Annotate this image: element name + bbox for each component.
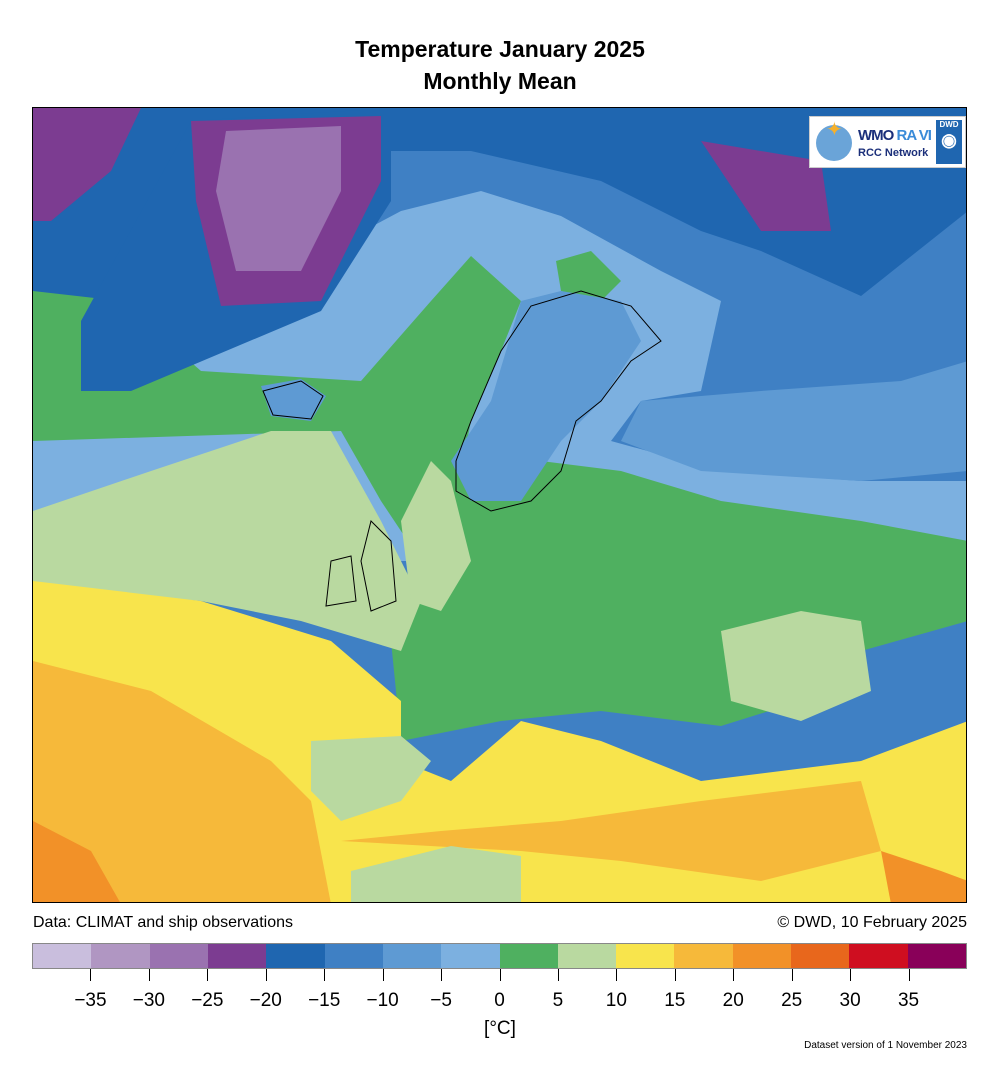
data-source: Data: CLIMAT and ship observations	[33, 914, 293, 931]
legend-swatch	[616, 944, 675, 968]
legend-tick	[324, 969, 326, 981]
region-atlantic-light-green	[33, 431, 421, 651]
legend-tick-label: 20	[722, 990, 744, 1011]
legend-tick	[148, 969, 150, 981]
legend-tick-label: 0	[494, 990, 505, 1011]
region-north-africa-light-green	[351, 846, 521, 902]
legend-tick-label: 5	[552, 990, 564, 1011]
legend-tick-label: −30	[132, 990, 165, 1011]
logo-network: RCC Network	[858, 147, 929, 159]
legend-tick	[850, 969, 852, 981]
unit-label: [°C]	[484, 1018, 516, 1039]
dwd-spiral-icon: ◉	[941, 130, 957, 150]
legend-swatch	[674, 944, 733, 968]
legend-swatch	[557, 944, 617, 968]
region-canada-purple	[33, 108, 141, 221]
map-layers	[33, 108, 966, 902]
legend-tick	[908, 969, 910, 981]
region-mediterranean-orange	[341, 781, 881, 881]
dataset-version: Dataset version of 1 November 2023	[804, 1040, 967, 1051]
region-iberia-light-green	[311, 736, 431, 821]
legend-swatch	[207, 944, 267, 968]
legend-tick-label: 35	[897, 990, 920, 1011]
legend-tick	[557, 969, 559, 981]
legend-swatch	[907, 944, 966, 968]
legend-tick-label: −25	[191, 990, 224, 1011]
wmo-rcc-logo: ✦ WMO RA VI RCC Network DWD ◉	[809, 116, 966, 168]
legend-tick-label: −15	[308, 990, 341, 1011]
legend-tick	[90, 969, 92, 981]
legend-tick	[207, 969, 209, 981]
legend-tick	[616, 969, 618, 981]
temperature-map: ✦ WMO RA VI RCC Network DWD ◉	[32, 107, 967, 903]
legend-tick	[499, 969, 501, 981]
region-balkans-light-green	[721, 611, 871, 721]
legend-tick-label: 25	[781, 990, 803, 1011]
legend-swatch	[382, 944, 442, 968]
legend-swatch	[849, 944, 908, 968]
legend-tick	[441, 969, 443, 981]
title-line2: Monthly Mean	[423, 68, 577, 94]
star-icon: ✦	[826, 119, 843, 141]
legend-tick	[733, 969, 735, 981]
legend-tick-label: 15	[664, 990, 686, 1011]
legend-tick-label: −5	[430, 990, 452, 1011]
coastlines	[262, 290, 662, 612]
region-deep-orange	[33, 821, 120, 902]
wmo-emblem-icon	[816, 125, 852, 161]
region-iceland-blue	[261, 379, 326, 421]
legend-swatch	[149, 944, 208, 968]
legend-tick-label: 10	[605, 990, 627, 1011]
region-atlantic-orange	[33, 661, 331, 902]
legend-swatch	[441, 944, 500, 968]
region-russia-blue	[621, 361, 966, 481]
legend-tick	[265, 969, 267, 981]
legend-tick-label: −10	[366, 990, 399, 1011]
legend-swatch	[33, 944, 92, 968]
legend-tick-label: −20	[249, 990, 282, 1011]
legend-swatch	[266, 944, 325, 968]
color-legend-bar	[32, 943, 967, 969]
region-north-sea-light-green	[401, 461, 471, 611]
legend-swatch	[732, 944, 792, 968]
legend-tick	[382, 969, 384, 981]
legend-tick-label: −35	[74, 990, 107, 1011]
legend-tick	[674, 969, 676, 981]
legend-swatch	[499, 944, 558, 968]
region-levant-orange	[881, 851, 966, 902]
legend-swatch	[791, 944, 850, 968]
region-scandinavia-blue	[451, 291, 641, 501]
copyright: © DWD, 10 February 2025	[777, 914, 967, 931]
region-green-spot	[556, 251, 621, 301]
region-novaya-zemlya-purple	[701, 141, 831, 231]
legend-tick	[791, 969, 793, 981]
logo-text: WMO RA VI	[858, 127, 932, 144]
legend-swatch	[91, 944, 150, 968]
legend-tick-label: 30	[839, 990, 861, 1011]
title-line1: Temperature January 2025	[355, 36, 645, 62]
region-greenland-light-purple	[216, 126, 341, 271]
legend-swatch	[324, 944, 383, 968]
dwd-logo: DWD ◉	[936, 120, 962, 164]
